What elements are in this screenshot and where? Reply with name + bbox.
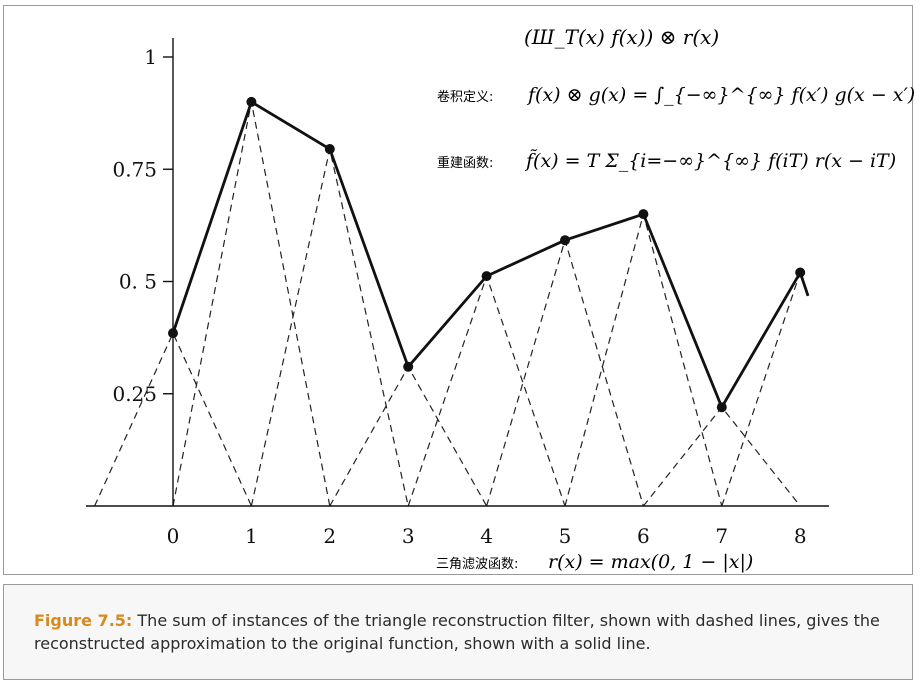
y-tick-label: 0.25 [112,382,157,406]
conv-label: 卷积定义: [437,89,493,105]
sample-point [403,361,414,372]
caption-label: Figure 7.5: [34,611,133,630]
dashed-triangle [486,238,644,507]
solid-line [171,100,810,409]
figure-panel [3,5,913,575]
y-tick-label: 0.75 [112,157,157,181]
x-tick-label: 7 [715,524,728,548]
reconstruction-line [168,96,810,413]
x-tick-label: 5 [559,524,572,548]
tick-labels: 1 0.75 0. 5 0.25 0 1 2 3 4 5 6 7 8 [112,45,806,548]
dashed-triangle [407,274,566,507]
sample-point [481,271,492,282]
sample-point [716,402,727,413]
sample-point [638,209,649,220]
sample-point [324,144,335,155]
y-tick-label: 1 [144,45,157,69]
sample-point [246,96,257,107]
caption-text: The sum of instances of the triangle rec… [34,611,880,653]
sample-point [795,267,806,278]
dashed-triangle [329,365,488,507]
top-formula: (Ш_T(x) f(x)) ⊗ r(x) [524,25,719,49]
x-tick-label: 1 [245,524,258,548]
axes [86,38,829,507]
dashed-triangle [564,211,723,507]
sample-point [560,235,570,246]
filter-label: 三角滤波函数: [436,557,518,572]
x-tick-label: 3 [402,524,415,548]
dashed-triangle [250,148,409,507]
x-tick-label: 2 [323,524,336,548]
x-tick-label: 8 [794,524,807,548]
chart: 1 0.75 0. 5 0.25 0 1 2 3 4 5 6 7 8 (Ш_T(x) f(x)) ⊗ r… [86,25,920,573]
filter-formula: r(x) = max(0, 1 − |x|) [548,551,753,573]
conv-formula: f(x) ⊗ g(x) = ∫_{−∞}^{∞} f(x′) g(x − x′)… [526,84,920,106]
dashed-triangle [94,331,252,507]
x-tick-label: 4 [480,524,493,548]
sample-point [168,328,178,339]
recon-formula: f̃(x) = T Σ_{i=−∞}^{∞} f(iT) r(x − iT) [524,149,896,172]
x-tick-label: 0 [167,524,180,548]
figure-caption: Figure 7.5: The sum of instances of the … [3,584,913,680]
dashed-triangle [721,270,809,507]
y-tick-label: 0. 5 [119,270,157,294]
recon-label: 重建函数: [437,155,493,171]
dashed-triangle [172,101,331,507]
dashed-triangle [642,406,801,507]
x-tick-label: 6 [637,524,650,548]
